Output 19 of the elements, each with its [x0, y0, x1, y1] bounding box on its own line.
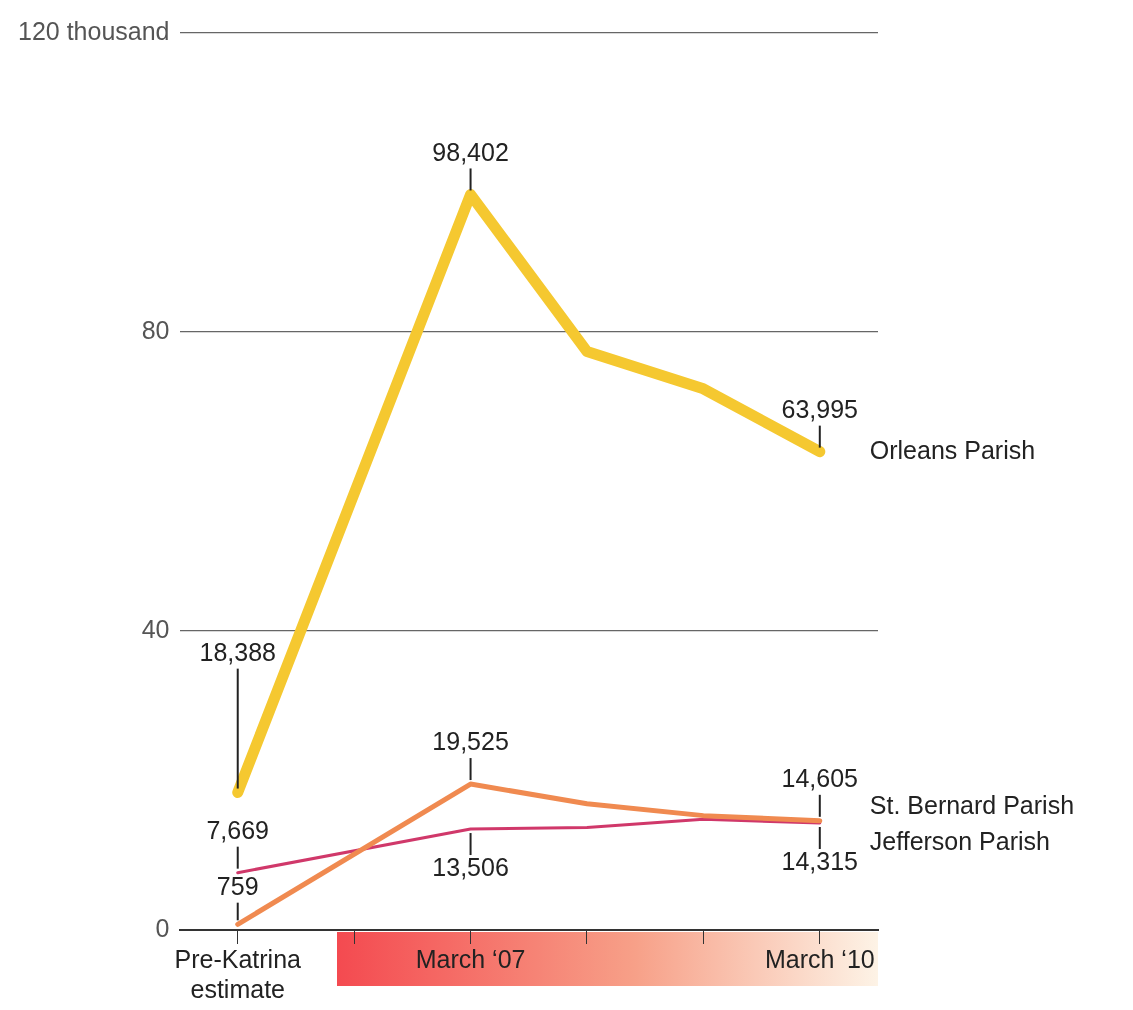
text: St. Bernard Parish	[869, 790, 1075, 819]
text: Jefferson Parish	[869, 826, 1050, 855]
annotation: 63,995	[781, 395, 859, 424]
annotation: 7,669	[206, 816, 270, 845]
annotation: 14,605	[781, 764, 859, 793]
annotation: 18,388	[199, 638, 276, 667]
text: Orleans Parish	[869, 435, 1036, 464]
y-tick-label: 0	[155, 913, 170, 942]
y-tick-label: 80	[141, 315, 170, 344]
y-tick-label: 40	[141, 614, 170, 643]
x-tick-label: March ‘07	[415, 944, 526, 973]
annotation: 98,402	[432, 137, 509, 166]
annotation: 13,506	[432, 853, 509, 882]
y-tick-label: 120 thousand	[17, 16, 170, 45]
annotation: 14,315	[781, 847, 859, 876]
annotation: 759	[216, 872, 259, 901]
x-tick-label: Pre-Katrina estimate	[174, 944, 302, 1003]
x-tick-label: March ‘10	[764, 944, 875, 973]
annotation: 19,525	[432, 727, 509, 756]
